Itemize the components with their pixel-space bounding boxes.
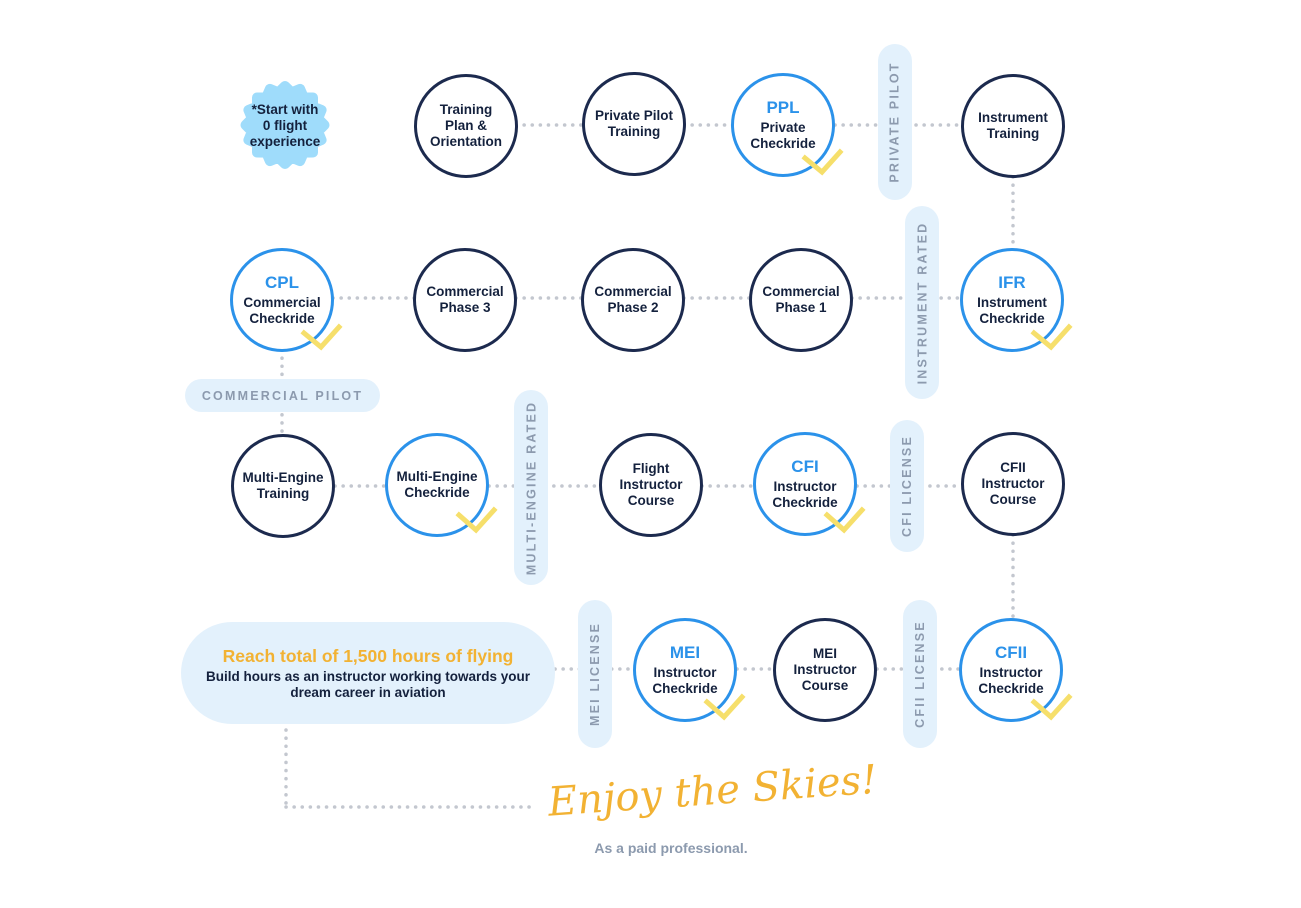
node-label: Training Plan & Orientation <box>429 102 502 149</box>
node-commercial-phase-2: Commercial Phase 2 <box>581 248 685 352</box>
node-label: Commercial Phase 2 <box>594 284 672 315</box>
check-icon <box>300 323 343 351</box>
node-multi-engine-training: Multi-Engine Training <box>231 434 335 538</box>
badge-label: PRIVATE PILOT <box>888 61 903 183</box>
node-label: Commercial Phase 1 <box>762 284 840 315</box>
finale-subtitle: As a paid professional. <box>594 840 748 856</box>
badge-cfi-license: CFI LICENSE <box>890 420 924 552</box>
node-commercial-phase-3: Commercial Phase 3 <box>413 248 517 352</box>
node-label: Instrument Checkride <box>977 295 1047 326</box>
node-label: Instrument Training <box>978 110 1048 141</box>
node-code: PPL <box>766 98 800 117</box>
badge-label: COMMERCIAL PILOT <box>201 388 364 403</box>
node-cfi-checkride: CFI Instructor Checkride <box>753 432 857 536</box>
node-cfii-checkride: CFII Instructor Checkride <box>959 618 1063 722</box>
node-label: Commercial Checkride <box>243 295 321 326</box>
node-label: Instructor Checkride <box>652 665 718 696</box>
start-badge-shape <box>240 81 330 169</box>
goal-title: Reach total of 1,500 hours of flying <box>222 646 514 666</box>
node-label: Instructor Checkride <box>978 665 1044 696</box>
check-icon <box>823 506 866 534</box>
node-flight-instructor-course: Flight Instructor Course <box>599 433 703 537</box>
badge-label: INSTRUMENT RATED <box>915 221 929 384</box>
node-label: MEI Instructor Course <box>793 646 857 693</box>
badge-label: MULTI-ENGINE RATED <box>524 400 539 575</box>
goal-subtitle: Build hours as an instructor working tow… <box>205 669 531 700</box>
node-ppl-checkride: PPL Private Checkride <box>731 73 835 177</box>
node-code: CFII <box>994 643 1028 662</box>
badge-commercial-pilot: COMMERCIAL PILOT <box>185 379 380 412</box>
node-instrument-training: Instrument Training <box>961 74 1065 178</box>
start-label: *Start with 0 flight experience <box>249 102 321 149</box>
node-label: Private Pilot Training <box>594 108 674 139</box>
goal-hours-box: Reach total of 1,500 hours of flying Bui… <box>181 622 555 724</box>
badge-label: CFII LICENSE <box>913 620 927 728</box>
node-multi-engine-checkride: Multi-Engine Checkride <box>385 433 489 537</box>
check-icon <box>703 693 746 721</box>
node-ifr-checkride: IFR Instrument Checkride <box>960 248 1064 352</box>
start-badge: *Start with 0 flight experience <box>233 74 337 178</box>
node-label: Private Checkride <box>750 120 816 151</box>
node-label: Multi-Engine Training <box>242 470 324 501</box>
badge-cfii-license: CFII LICENSE <box>903 600 937 748</box>
node-label: Multi-Engine Checkride <box>396 469 478 500</box>
node-mei-course: MEI Instructor Course <box>773 618 877 722</box>
check-icon <box>1030 693 1073 721</box>
node-cpl-checkride: CPL Commercial Checkride <box>230 248 334 352</box>
node-commercial-phase-1: Commercial Phase 1 <box>749 248 853 352</box>
node-code: IFR <box>998 273 1026 292</box>
node-cfii-course: CFII Instructor Course <box>961 432 1065 536</box>
node-label: Commercial Phase 3 <box>426 284 504 315</box>
node-mei-checkride: MEI Instructor Checkride <box>633 618 737 722</box>
node-code: CPL <box>265 273 299 292</box>
badge-mei-license: MEI LICENSE <box>578 600 612 748</box>
badge-label: CFI LICENSE <box>900 435 915 537</box>
node-training-plan: Training Plan & Orientation <box>414 74 518 178</box>
node-code: CFI <box>791 457 819 476</box>
badge-private-pilot: PRIVATE PILOT <box>878 44 912 200</box>
badge-multi-engine-rated: MULTI-ENGINE RATED <box>514 390 548 585</box>
badge-instrument-rated: INSTRUMENT RATED <box>905 206 939 399</box>
node-private-pilot-training: Private Pilot Training <box>582 72 686 176</box>
node-code: MEI <box>669 643 701 662</box>
check-icon <box>1030 323 1073 351</box>
check-icon <box>455 506 498 534</box>
node-label: Instructor Checkride <box>772 479 838 510</box>
badge-label: MEI LICENSE <box>588 621 603 727</box>
node-label: Flight Instructor Course <box>619 461 683 508</box>
node-label: CFII Instructor Course <box>981 460 1045 507</box>
check-icon <box>801 148 844 176</box>
